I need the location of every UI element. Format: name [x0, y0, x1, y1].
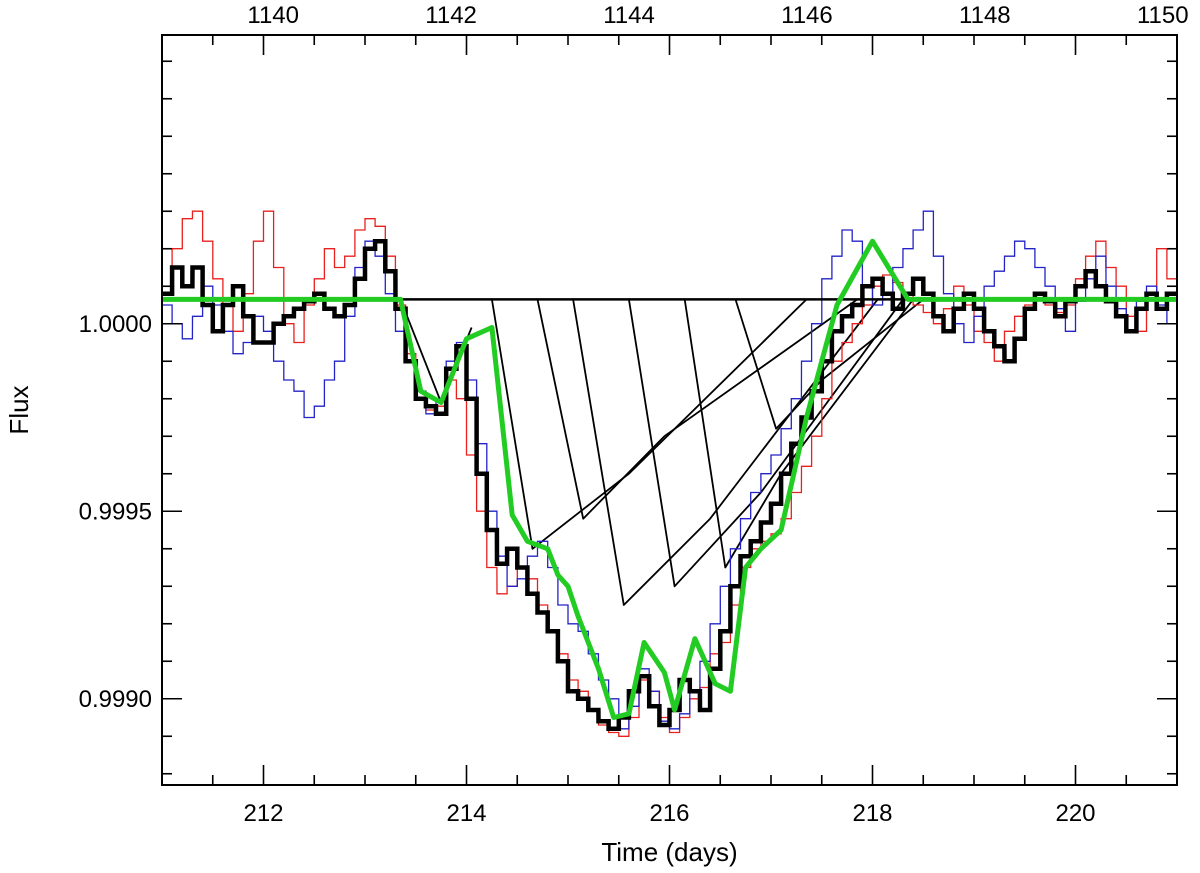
- tick-labels: 212 214 216 218 220 1140 1142 1144 1146 1148 1150 0…: [79, 2, 1189, 827]
- y-axis-title: Flux: [4, 385, 34, 434]
- x-tick-label: 212: [243, 800, 283, 827]
- plot-area: [162, 210, 1177, 737]
- transit-component-2: [491, 298, 808, 550]
- top-x-tick-label: 1140: [247, 2, 299, 29]
- tick-marks: [161, 35, 1178, 785]
- x-tick-label: 216: [649, 800, 689, 827]
- y-tick-label: 1.0000: [79, 311, 152, 338]
- red-data-series: [162, 210, 1177, 737]
- top-x-tick-label: 1144: [603, 2, 655, 29]
- x-tick-label: 220: [1055, 800, 1095, 827]
- black-data-series: [162, 238, 1177, 732]
- x-tick-label: 218: [852, 800, 892, 827]
- y-tick-label: 0.9990: [79, 686, 152, 713]
- top-x-tick-label: 1148: [959, 2, 1011, 29]
- x-axis-title: Time (days): [601, 837, 737, 867]
- transit-component-3: [536, 298, 858, 520]
- model-fit-line: [162, 238, 1177, 720]
- x-tick-label: 214: [446, 800, 486, 827]
- transit-component-6: [683, 298, 914, 569]
- top-x-tick-label: 1142: [425, 2, 477, 29]
- top-x-tick-label: 1150: [1137, 2, 1189, 29]
- y-tick-label: 0.9995: [79, 498, 152, 525]
- transit-component-7: [734, 298, 924, 430]
- top-x-tick-label: 1146: [781, 2, 833, 29]
